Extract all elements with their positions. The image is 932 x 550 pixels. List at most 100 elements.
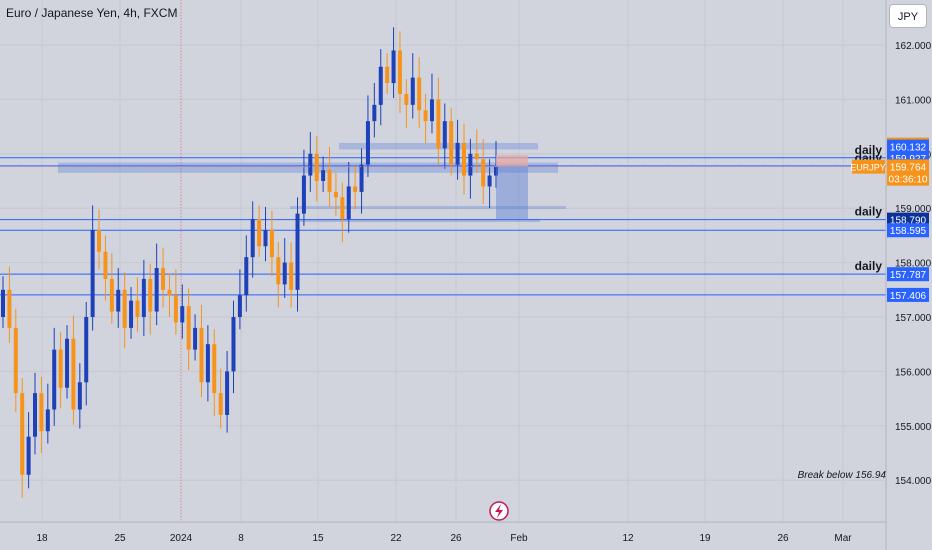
- support-resistance-zone: [58, 162, 558, 173]
- level-price-tag: 157.406: [890, 291, 927, 302]
- candle-body: [340, 197, 345, 220]
- candle-body: [231, 317, 236, 372]
- candle-body: [474, 153, 479, 160]
- price-tag-bg: [887, 139, 929, 154]
- candle-body: [1, 289, 5, 317]
- candle-body: [161, 268, 166, 290]
- candle-body: [65, 338, 70, 388]
- candle-body: [180, 306, 185, 323]
- candle-body: [33, 393, 38, 437]
- candle-body: [218, 393, 223, 415]
- candle-body: [116, 289, 121, 312]
- candle-body: [244, 257, 249, 296]
- candle-body: [333, 191, 338, 198]
- candle-body: [385, 66, 390, 84]
- candle-body: [327, 170, 332, 192]
- support-resistance-zone: [290, 206, 566, 210]
- time-tick-label: 12: [622, 533, 634, 544]
- candle-body: [263, 229, 268, 247]
- candle-body: [71, 338, 76, 410]
- candle-body: [301, 175, 306, 214]
- position-risk-zone: [496, 154, 528, 167]
- candle-body: [173, 295, 178, 323]
- candle-body: [410, 77, 415, 105]
- candle-body: [404, 93, 409, 105]
- candle-body: [321, 170, 326, 181]
- level-label: daily: [855, 205, 883, 219]
- level-price-tag: 158.595: [890, 226, 927, 237]
- symbol-tag: EURJPY: [850, 163, 886, 173]
- level-price-tag: 158.790: [890, 216, 927, 227]
- candle-body: [282, 262, 287, 285]
- time-tick-label: 26: [777, 533, 789, 544]
- price-tick-label: 162.000: [895, 41, 932, 52]
- candle-body: [129, 300, 134, 328]
- candle-body: [353, 186, 358, 192]
- time-tick-label: 2024: [170, 533, 193, 544]
- countdown-label: 03:36:10: [889, 175, 928, 186]
- candle-body: [122, 289, 127, 328]
- candle-body: [109, 278, 114, 312]
- currency-button[interactable]: JPY: [889, 4, 927, 28]
- time-tick-label: 15: [312, 533, 324, 544]
- last-price-tag: 159.764: [890, 163, 927, 174]
- candle-body: [225, 371, 230, 415]
- candle-body: [269, 229, 274, 258]
- candle-body: [417, 77, 422, 111]
- candle-body: [141, 278, 146, 317]
- candle-body: [308, 153, 313, 176]
- level-price-tag-bg: [887, 223, 929, 238]
- candle-body: [372, 104, 377, 122]
- time-tick-label: 22: [390, 533, 402, 544]
- chart-title: Euro / Japanese Yen, 4h, FXCM: [6, 6, 178, 20]
- price-tick-label: 154.000: [895, 476, 932, 487]
- candle-body: [199, 327, 204, 383]
- candle-body: [257, 219, 262, 247]
- candle-body: [436, 99, 441, 149]
- candle-body: [429, 99, 434, 122]
- candle-body: [442, 121, 447, 149]
- price-tick-label: 159.000: [895, 204, 932, 215]
- candle-body: [378, 66, 383, 105]
- candle-body: [135, 300, 140, 317]
- level-label: daily: [855, 259, 883, 273]
- candle-body: [97, 229, 102, 252]
- candle-body: [455, 142, 460, 165]
- level-price-tag-bg: [887, 212, 929, 227]
- time-tick-label: 19: [699, 533, 711, 544]
- support-resistance-zone: [300, 219, 540, 223]
- time-tick-label: 18: [36, 533, 48, 544]
- candle-body: [45, 409, 50, 432]
- candle-body: [26, 436, 31, 475]
- candle-body: [212, 344, 217, 394]
- candle-body: [423, 110, 428, 122]
- time-tick-label: 26: [450, 533, 462, 544]
- candle-body: [250, 219, 255, 258]
- candle-body: [148, 278, 153, 312]
- candle-body: [449, 121, 454, 165]
- level-price-tag-bg: [887, 287, 929, 302]
- price-tick-label: 161.000: [895, 95, 932, 106]
- lightning-icon-glyph: [495, 504, 503, 518]
- candle-body: [397, 50, 402, 94]
- time-tick-label: 8: [238, 533, 244, 544]
- candle-body: [13, 327, 18, 394]
- candle-body: [487, 175, 492, 187]
- candle-body: [193, 327, 198, 350]
- candle-body: [52, 349, 57, 410]
- candle-body: [58, 349, 63, 388]
- level-price-tag: 157.787: [890, 270, 927, 281]
- candle-body: [205, 344, 210, 383]
- price-tick-label: 156.000: [895, 367, 932, 378]
- last-price-tag-bg: [887, 159, 929, 186]
- price-tick-label: 158.000: [895, 259, 932, 270]
- candle-body: [103, 251, 108, 279]
- candle-body: [39, 393, 44, 432]
- price-tag: 160.132: [890, 143, 927, 154]
- candle-body: [461, 142, 466, 176]
- candle-body: [468, 153, 473, 176]
- candle-body: [237, 295, 242, 317]
- symbol-tag-bg: [852, 159, 885, 174]
